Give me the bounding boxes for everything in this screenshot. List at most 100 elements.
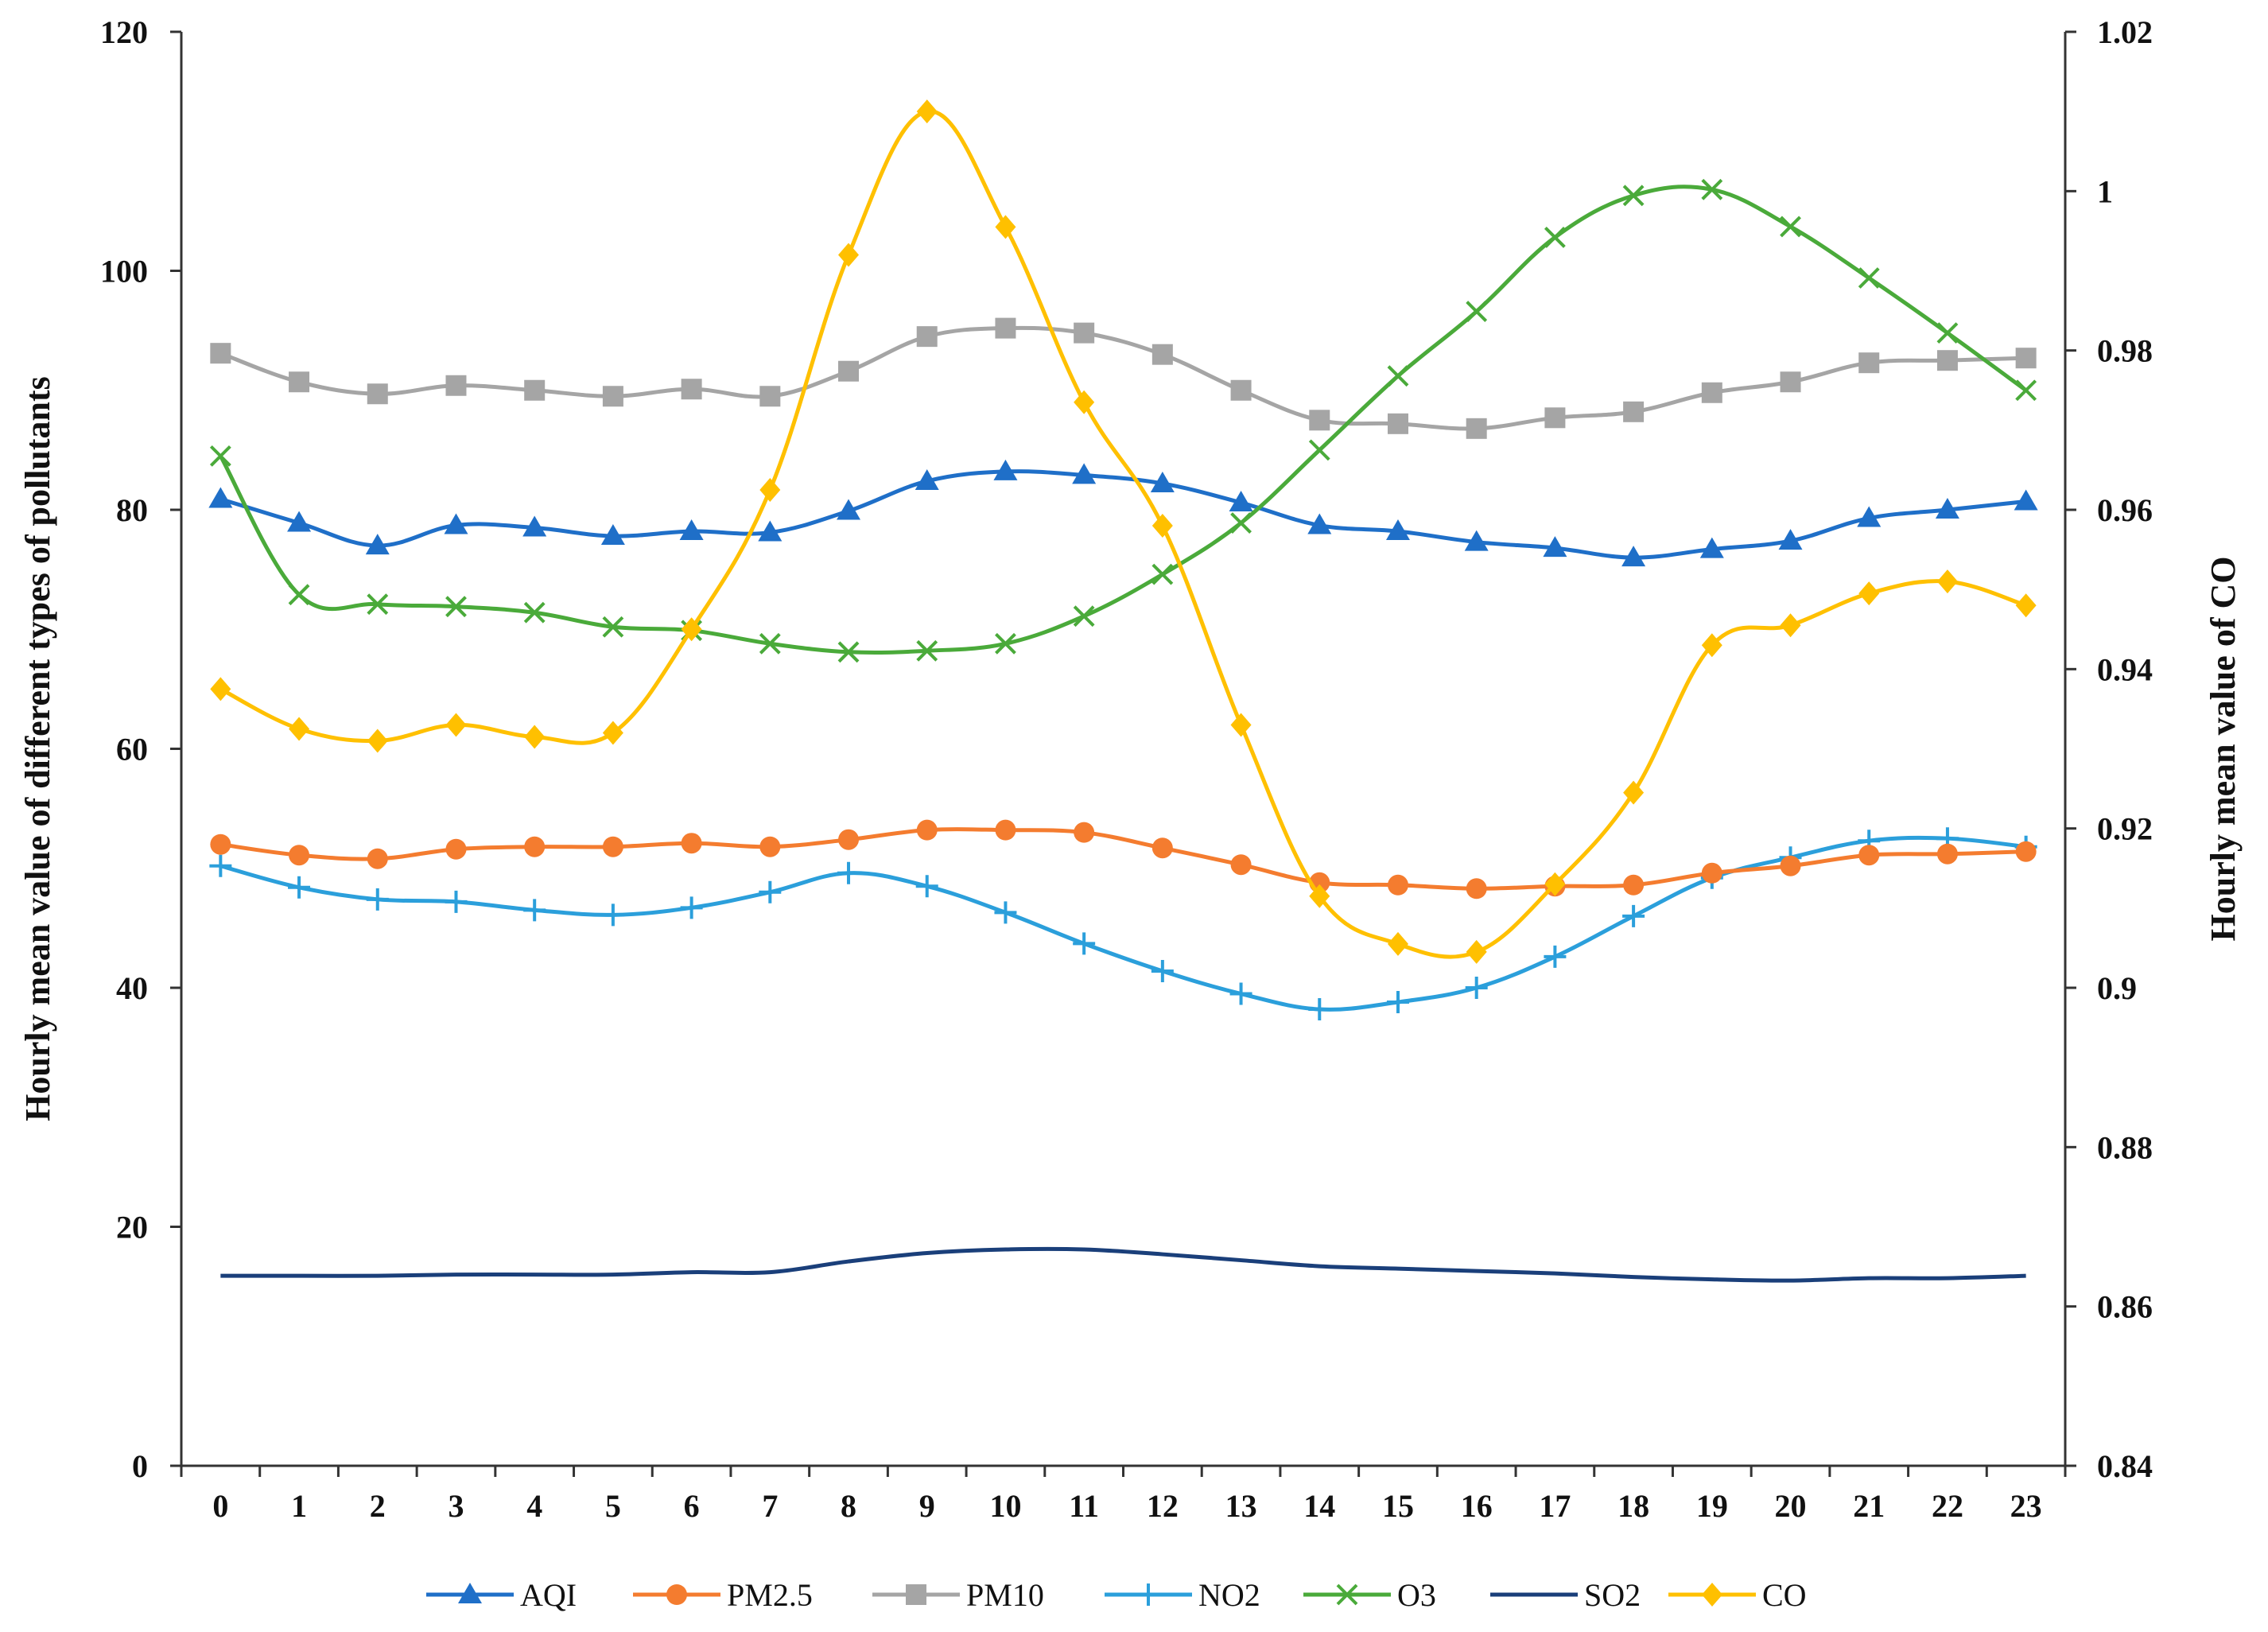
x-tick-label: 18 (1618, 1488, 1649, 1524)
point-pm25 (916, 819, 938, 841)
legend-marker-o3 (1336, 1583, 1358, 1606)
legend-label-o3: O3 (1397, 1577, 1436, 1613)
point-aqi (758, 520, 783, 542)
point-no2 (1386, 991, 1409, 1014)
point-o3 (916, 639, 938, 662)
point-pm25 (1230, 854, 1252, 876)
series-group (208, 99, 2038, 1283)
point-pm10 (1858, 352, 1880, 374)
point-no2 (759, 880, 782, 903)
legend-label-aqi: AQI (520, 1577, 577, 1613)
point-co (1309, 884, 1330, 908)
point-co (1701, 633, 1722, 658)
point-pm10 (838, 360, 860, 382)
legend-label-no2: NO2 (1198, 1577, 1260, 1613)
point-pm25 (289, 845, 310, 866)
point-o3 (1466, 301, 1488, 322)
y2-tick-label: 0.96 (2097, 492, 2153, 528)
point-pm25 (681, 833, 702, 854)
point-o3 (837, 641, 860, 663)
point-aqi (1464, 530, 1489, 551)
point-o3 (445, 596, 467, 618)
legend-marker-no2 (1137, 1583, 1159, 1606)
point-aqi (1935, 498, 1959, 519)
point-co (1387, 931, 1408, 956)
y2-tick-label: 1 (2097, 173, 2113, 209)
series-o3 (209, 178, 2037, 663)
point-co (1780, 613, 1801, 638)
x-tick-label: 3 (448, 1488, 464, 1524)
point-o3 (1230, 512, 1252, 534)
point-aqi (679, 519, 704, 541)
x-tick-label: 20 (1775, 1488, 1807, 1524)
point-no2 (1151, 959, 1174, 982)
point-co (759, 477, 781, 502)
point-co (838, 243, 860, 267)
point-co (681, 617, 702, 642)
legend-label-pm10: PM10 (966, 1577, 1044, 1613)
point-aqi (1150, 471, 1175, 492)
point-co (367, 729, 388, 753)
legend-label-pm25: PM2.5 (727, 1577, 813, 1613)
point-aqi (1072, 463, 1097, 484)
x-tick-label: 11 (1069, 1488, 1099, 1524)
legend-item-co: CO (1668, 1577, 1807, 1613)
point-co (2015, 593, 2037, 618)
point-pm10 (367, 383, 388, 405)
point-o3 (1622, 185, 1645, 207)
point-co (1936, 569, 1958, 594)
point-o3 (1308, 439, 1330, 461)
point-pm10 (1151, 344, 1173, 365)
point-pm10 (210, 343, 231, 364)
point-o3 (995, 632, 1016, 655)
x-tick-label: 15 (1382, 1488, 1414, 1524)
point-no2 (523, 899, 546, 922)
x-tick-label: 17 (1539, 1488, 1571, 1524)
point-o3 (2015, 379, 2037, 402)
point-aqi (1857, 506, 1882, 527)
point-pm25 (1936, 843, 1958, 865)
point-o3 (1387, 365, 1409, 387)
point-co (1623, 780, 1645, 805)
point-aqi (522, 515, 547, 537)
point-no2 (288, 876, 311, 899)
series-line-so2 (220, 1246, 2026, 1283)
x-tick-label: 16 (1461, 1488, 1493, 1524)
x-tick-label: 12 (1147, 1488, 1179, 1524)
point-pm25 (759, 836, 781, 857)
point-no2 (1622, 904, 1645, 927)
x-tick-label: 21 (1853, 1488, 1885, 1524)
point-pm10 (1701, 382, 1722, 403)
point-o3 (1858, 267, 1880, 289)
point-o3 (1073, 605, 1095, 628)
point-co (1466, 939, 1487, 964)
point-aqi (287, 511, 312, 532)
point-pm10 (1074, 322, 1095, 344)
point-no2 (1465, 977, 1488, 999)
point-co (1230, 713, 1252, 737)
y-tick-label: 80 (116, 492, 148, 528)
point-o3 (288, 584, 310, 606)
point-o3 (759, 632, 781, 655)
point-pm10 (681, 379, 702, 400)
point-o3 (1544, 227, 1566, 248)
point-pm25 (210, 833, 231, 855)
point-pm25 (2015, 841, 2037, 862)
point-o3 (523, 601, 546, 624)
y2-axis-title: Hourly mean value of CO (2204, 557, 2243, 942)
x-tick-label: 6 (684, 1488, 700, 1524)
point-pm25 (524, 836, 546, 857)
point-co (210, 677, 231, 701)
series-pm25 (210, 819, 2037, 900)
point-no2 (1544, 945, 1567, 968)
point-aqi (915, 468, 939, 490)
y-tick-label: 120 (100, 14, 148, 50)
point-pm10 (1623, 401, 1645, 422)
point-pm25 (1858, 845, 1880, 866)
point-pm10 (2015, 348, 2037, 369)
legend-item-aqi: AQI (426, 1577, 577, 1613)
legend-item-pm10: PM10 (872, 1577, 1044, 1613)
x-tick-label: 0 (212, 1488, 228, 1524)
point-no2 (445, 890, 468, 913)
